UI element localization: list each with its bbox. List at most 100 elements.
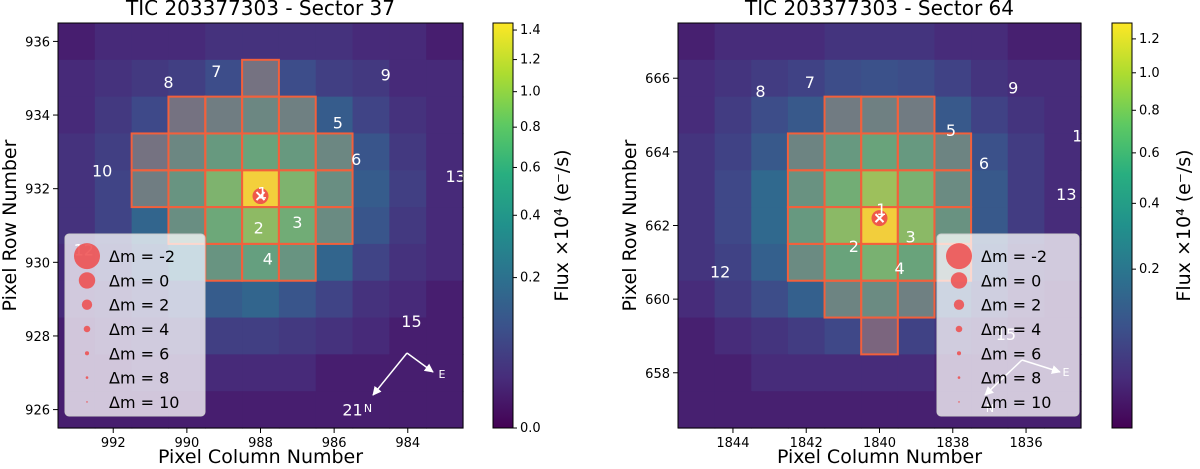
- x-tick-label: 992: [101, 436, 126, 451]
- legend-entry: Δm = 10: [109, 393, 179, 412]
- heatmap-cell: [934, 96, 972, 135]
- heatmap-cell: [94, 133, 133, 171]
- heatmap-cell: [714, 133, 752, 171]
- heatmap-cell: [242, 317, 280, 355]
- heatmap-cell: [168, 96, 206, 135]
- heatmap-cell: [131, 23, 170, 61]
- heatmap-cell: [751, 354, 789, 392]
- heatmap-cell: [389, 354, 427, 392]
- aperture-pixel: [314, 169, 354, 209]
- heatmap-cell: [389, 96, 427, 135]
- star-label: 10: [92, 161, 112, 180]
- y-tick-label: 926: [25, 404, 50, 419]
- aperture-pixel: [823, 132, 863, 172]
- heatmap-cell: [315, 133, 354, 171]
- heatmap-cell: [824, 59, 862, 98]
- heatmap-cell: [242, 243, 280, 282]
- x-axis-label: Pixel Column Number: [158, 446, 363, 468]
- chart-title: TIC 203377303 - Sector 64: [744, 0, 1014, 20]
- legend-marker: [78, 272, 96, 289]
- aperture-mask: [130, 58, 354, 282]
- heatmap-cell: [242, 23, 280, 61]
- heatmap-cell: [168, 133, 206, 171]
- heatmap-cell: [58, 96, 96, 135]
- heatmap-cell: [897, 207, 936, 245]
- heatmap-cell: [714, 280, 752, 319]
- aperture-pixel: [167, 169, 207, 209]
- star-label: 3: [292, 213, 302, 232]
- y-axis-label: Pixel Row Number: [619, 139, 641, 311]
- heatmap-cell: [278, 243, 317, 282]
- heatmap-cell: [751, 23, 789, 61]
- y-tick-label: 662: [645, 220, 670, 235]
- heatmap-cell: [278, 170, 317, 208]
- sector-37-panel: 1234567891012131521NEΔm = -2Δm = 0Δm = 2…: [0, 0, 573, 468]
- aperture-pixel: [896, 95, 936, 135]
- legend: Δm = -2 Δm = 0 Δm = 2 Δm = 4 Δm = 6 Δm = 8 Δm …: [64, 233, 206, 417]
- heatmap-cell: [861, 354, 899, 392]
- heatmap-cell: [278, 133, 317, 171]
- heatmap-cell: [897, 280, 936, 319]
- heatmap-cell: [971, 170, 1009, 208]
- heatmap-cell: [205, 391, 243, 429]
- heatmap-cell: [94, 170, 133, 208]
- heatmap-cell: [426, 317, 464, 355]
- heatmap-cell: [1044, 96, 1082, 135]
- heatmap-cell: [1044, 23, 1082, 61]
- heatmap-cell: [168, 170, 206, 208]
- heatmap-cell: [94, 23, 133, 61]
- aperture-pixel: [896, 279, 936, 319]
- aperture-pixel: [933, 132, 973, 172]
- heatmap-cell: [678, 170, 716, 208]
- aperture-pixel: [277, 242, 317, 282]
- aperture-pixel: [167, 95, 207, 135]
- heatmap-cell: [426, 207, 464, 245]
- x-tick-label: 990: [174, 436, 199, 451]
- colorbar-tick-label: 0.2: [520, 271, 541, 286]
- heatmap-cell: [426, 391, 464, 429]
- aperture-pixel: [896, 169, 936, 209]
- heatmap-cell: [278, 96, 317, 135]
- heatmap-cell: [861, 243, 899, 282]
- heatmap-cell: [714, 207, 752, 245]
- aperture-pixel: [823, 95, 863, 135]
- heatmap-cell: [242, 354, 280, 392]
- heatmap-cell: [278, 391, 317, 429]
- heatmap-cell: [861, 170, 899, 208]
- heatmap-cell: [315, 280, 354, 319]
- aperture-pixel: [241, 58, 280, 98]
- aperture-pixel: [314, 206, 354, 245]
- x-tick-label: 986: [322, 436, 347, 451]
- heatmap-cell: [751, 280, 789, 319]
- heatmap-cell: [824, 280, 862, 319]
- aperture-pixel: [860, 95, 899, 135]
- heatmap-cell: [787, 317, 826, 355]
- colorbar-tick-label: 1.0: [520, 85, 541, 100]
- heatmap-cell: [352, 23, 390, 61]
- legend-entry: Δm = -2: [109, 247, 175, 266]
- heatmap-cell: [1007, 170, 1045, 208]
- heatmap-cell: [168, 59, 206, 98]
- star-label: 4: [895, 259, 905, 278]
- heatmap-cell: [787, 243, 826, 282]
- target-cross-marker: [874, 213, 885, 223]
- heatmap-cell: [315, 23, 354, 61]
- heatmap-cell: [861, 96, 899, 135]
- star-label: 2: [849, 237, 859, 256]
- colorbar-tick-label: 0.4: [520, 208, 541, 223]
- heatmap-cell: [861, 23, 899, 61]
- heatmap-cell: [824, 133, 862, 171]
- heatmap-cell: [94, 96, 133, 135]
- aperture-mask: [786, 95, 973, 356]
- y-tick-label: 666: [645, 72, 670, 87]
- heatmap-cell: [934, 133, 972, 171]
- heatmap-cell: [205, 170, 243, 208]
- star-label: 12: [710, 263, 730, 282]
- legend: Δm = -2 Δm = 0 Δm = 2 Δm = 4 Δm = 6 Δm = 8 Δm …: [936, 233, 1080, 417]
- heatmap-cell: [678, 59, 716, 98]
- legend-marker: [950, 272, 968, 289]
- heatmap-cell: [678, 391, 716, 429]
- y-tick-label: 932: [25, 183, 50, 198]
- legend-entry: Δm = 10: [981, 393, 1051, 412]
- colorbar: 0.2 0.4 0.6 0.8 1.0 1.2 Flux ×10⁴ (e⁻/s): [1111, 22, 1195, 429]
